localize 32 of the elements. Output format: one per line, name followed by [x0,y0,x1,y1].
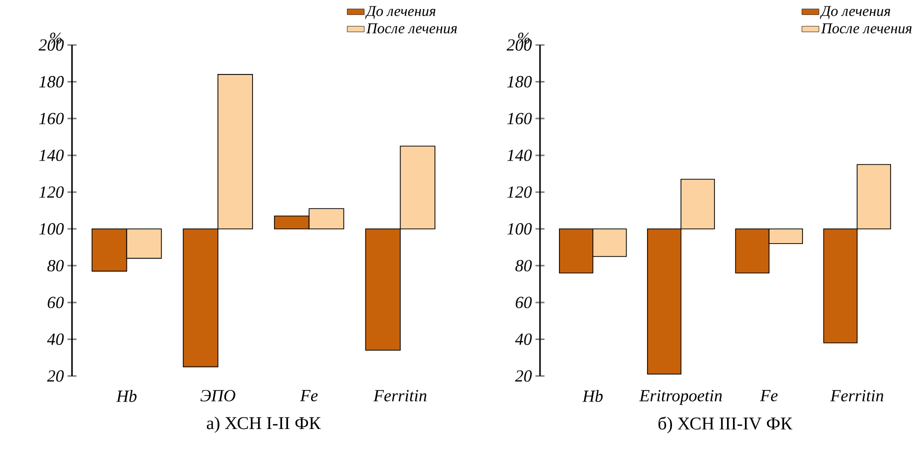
legend-label: После лечения [366,23,457,34]
x-tick-label: Ferritin [373,390,426,402]
x-tick-label: Hb [582,390,603,402]
legend-label: После лечения [821,23,912,34]
x-tick-label: Ferritin [830,390,884,402]
y-tick-label: 60 [516,296,532,308]
legend-label: До лечения [820,6,890,19]
y-tick-label: 180 [39,76,64,88]
x-tick-label: Hb [116,390,137,402]
y-tick-label: 180 [507,76,532,88]
x-tick-label: Fe [760,390,778,402]
text: а) ХСН I-II ФК [206,416,321,433]
y-tick-label: 40 [515,334,532,345]
legend-label: До лечения [365,6,436,19]
text: б) ХСН III-IV ФК [658,416,792,434]
x-tick-label: Fe [300,390,318,402]
x-tick-label: ЭПО [200,390,236,402]
y-tick-label: 100 [507,223,532,235]
y-tick-label: 60 [48,296,64,308]
y-tick-label: 160 [39,112,64,124]
x-tick-label: Eritropoetin [639,390,722,405]
y-tick-label: 80 [47,260,64,272]
y-tick-label: 160 [507,112,532,124]
y-tick-label: 20 [515,370,532,382]
y-tick-label: 20 [47,370,64,382]
y-tick-label: 100 [39,223,64,235]
y-tick-label: 40 [47,334,64,345]
y-tick-label: 80 [515,260,532,272]
y-tick-label: 120 [39,186,64,198]
y-tick-label: 120 [507,186,532,198]
y-tick-label: 140 [39,150,64,162]
y-tick-label: 140 [507,150,532,162]
